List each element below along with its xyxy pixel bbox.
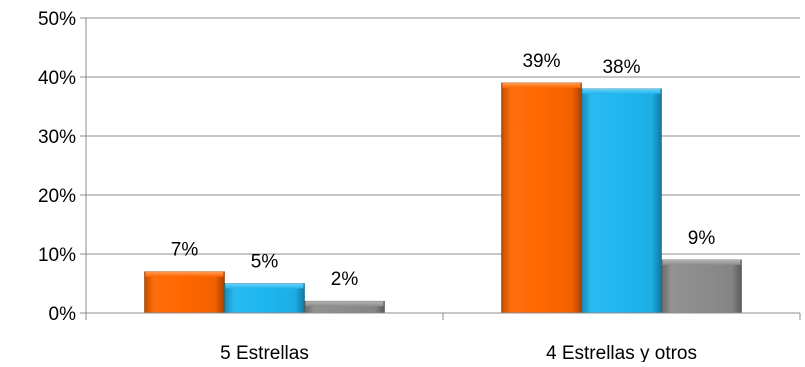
bar-highlight [305, 301, 384, 307]
bar-body [581, 88, 662, 314]
data-label: 5% [251, 252, 279, 273]
axes [80, 17, 801, 320]
y-tick-label: 10% [38, 245, 76, 266]
y-tick-label: 0% [49, 304, 77, 325]
data-label: 2% [331, 269, 359, 290]
data-label: 38% [602, 57, 640, 78]
labels: 0% 10% 20% 30% 40% 50% 7% 5% 2% 5 Estrellas 39% 38%… [38, 9, 716, 364]
bar-highlight [582, 88, 661, 94]
bar [501, 82, 582, 314]
bar-highlight [502, 82, 581, 88]
data-label: 39% [522, 51, 560, 72]
bar [304, 300, 385, 314]
bar [661, 259, 742, 314]
y-tick-label: 50% [38, 9, 76, 30]
bars [144, 82, 742, 314]
bar [581, 88, 662, 314]
bar-highlight [662, 259, 741, 265]
bar-body [501, 82, 582, 314]
bar-body [144, 271, 225, 314]
y-tick-label: 40% [38, 68, 76, 89]
data-label: 7% [171, 240, 199, 261]
x-category-label: 4 Estrellas y otros [546, 343, 697, 362]
bar [144, 271, 225, 314]
y-tick-label: 20% [38, 186, 76, 207]
gridlines [86, 17, 800, 255]
bar-highlight [225, 283, 304, 289]
bar [224, 283, 305, 314]
bar-body [661, 259, 742, 314]
data-label: 9% [688, 228, 716, 249]
y-tick-label: 30% [38, 127, 76, 148]
bar-highlight [145, 271, 224, 277]
x-category-label: 5 Estrellas [220, 343, 309, 362]
